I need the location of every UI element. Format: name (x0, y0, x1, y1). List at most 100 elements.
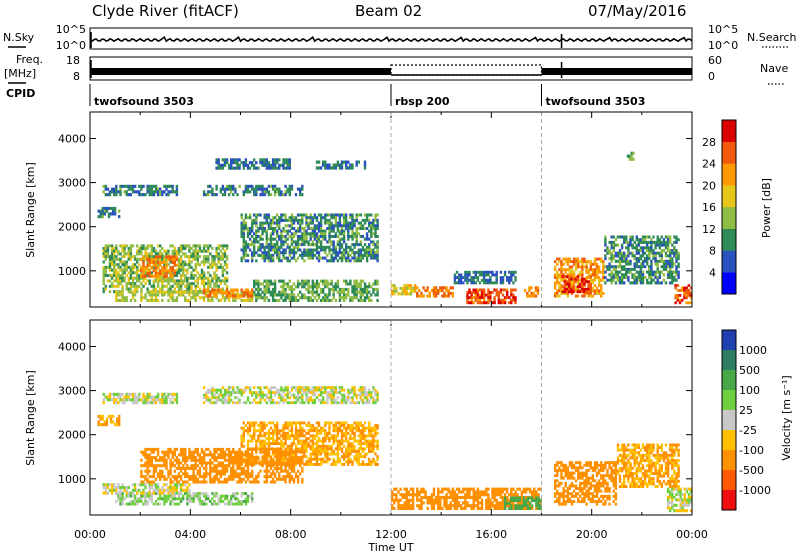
heat-cell (309, 434, 312, 438)
heat-cell (349, 442, 352, 446)
heat-cell (319, 235, 323, 238)
heat-cell (449, 286, 452, 290)
heat-cell (671, 249, 674, 252)
heat-cell (244, 251, 248, 255)
heat-cell (179, 284, 183, 288)
heat-cell (332, 426, 335, 430)
heat-cell (342, 248, 346, 252)
heat-cell (190, 296, 193, 300)
heat-cell (345, 251, 348, 255)
heat-cell (334, 287, 337, 291)
heat-cell (150, 244, 153, 248)
heat-cell (182, 274, 185, 277)
heat-cell (169, 472, 172, 476)
heat-cell (292, 216, 296, 220)
heat-cell (150, 260, 153, 264)
heat-cell (483, 296, 486, 300)
heat-cell (294, 431, 298, 435)
cpid-segment-label: rbsp 200 (395, 95, 450, 108)
heat-cell (131, 255, 135, 259)
heat-cell (625, 267, 628, 271)
heat-cell (284, 296, 287, 300)
heat-cell (110, 187, 114, 191)
heat-cell (144, 257, 147, 261)
heat-cell (244, 291, 248, 295)
heat-cell (576, 285, 580, 289)
heat-cell (600, 286, 603, 290)
heat-cell (681, 298, 684, 302)
heat-cell (345, 401, 348, 405)
heat-cell (370, 460, 373, 464)
heat-cell (246, 235, 250, 238)
heat-cell (347, 396, 350, 400)
heat-cell (317, 253, 321, 257)
heat-cell (244, 248, 248, 252)
heat-cell (340, 163, 344, 167)
heat-cell (202, 190, 206, 194)
heat-cell (202, 193, 206, 197)
heat-cell (225, 255, 229, 259)
heat-cell (269, 193, 273, 197)
heat-cell (148, 263, 151, 267)
heat-cell (349, 460, 352, 464)
heat-cell (163, 255, 166, 259)
heat-cell (332, 386, 335, 389)
heat-cell (324, 424, 327, 427)
heat-cell (148, 274, 151, 278)
heat-cell (238, 391, 241, 394)
heat-cell (156, 447, 160, 451)
heat-cell (271, 232, 275, 236)
heat-cell (133, 401, 137, 405)
heat-cell (115, 398, 118, 402)
heat-cell (345, 426, 348, 430)
heat-cell (282, 248, 285, 252)
heat-cell (255, 421, 258, 425)
heat-cell (236, 296, 239, 300)
heat-cell (223, 291, 227, 295)
heat-cell (296, 237, 300, 241)
heat-cell (301, 293, 304, 297)
heat-cell (357, 388, 360, 392)
heat-cell (305, 253, 308, 257)
heat-cell (345, 429, 348, 433)
heat-cell (610, 240, 613, 244)
heat-cell (156, 260, 160, 264)
heat-cell (215, 388, 218, 392)
heat-cell (508, 301, 511, 305)
heat-cell (311, 216, 314, 220)
heat-cell (284, 256, 287, 260)
heat-cell (660, 240, 663, 244)
heat-cell (641, 270, 645, 274)
heat-cell (568, 290, 571, 294)
heat-cell (251, 161, 254, 165)
heat-cell (370, 229, 373, 233)
heat-cell (393, 286, 396, 290)
heat-cell (574, 294, 578, 298)
heat-cell (106, 274, 110, 277)
heat-cell (303, 251, 306, 255)
heat-cell (349, 434, 352, 438)
heat-cell (451, 291, 454, 295)
heat-cell (200, 249, 204, 253)
heat-cell (338, 218, 342, 222)
heat-cell (355, 213, 358, 217)
heat-cell (167, 453, 170, 457)
heat-cell (353, 421, 356, 425)
heat-cell (372, 460, 375, 464)
heat-cell (317, 429, 321, 433)
heat-cell (282, 391, 285, 394)
heat-cell (280, 293, 283, 297)
heat-cell (563, 287, 567, 291)
heat-cell (288, 229, 291, 233)
heat-cell (296, 243, 300, 247)
heat-cell (345, 256, 348, 260)
heat-cell (614, 276, 618, 279)
heat-cell (376, 287, 379, 291)
heat-cell (623, 281, 626, 285)
heat-cell (140, 247, 143, 250)
heat-cell (280, 216, 283, 220)
heat-cell (319, 290, 323, 294)
heat-cell (336, 282, 340, 286)
heat-cell (286, 256, 289, 260)
heat-cell (334, 426, 337, 430)
